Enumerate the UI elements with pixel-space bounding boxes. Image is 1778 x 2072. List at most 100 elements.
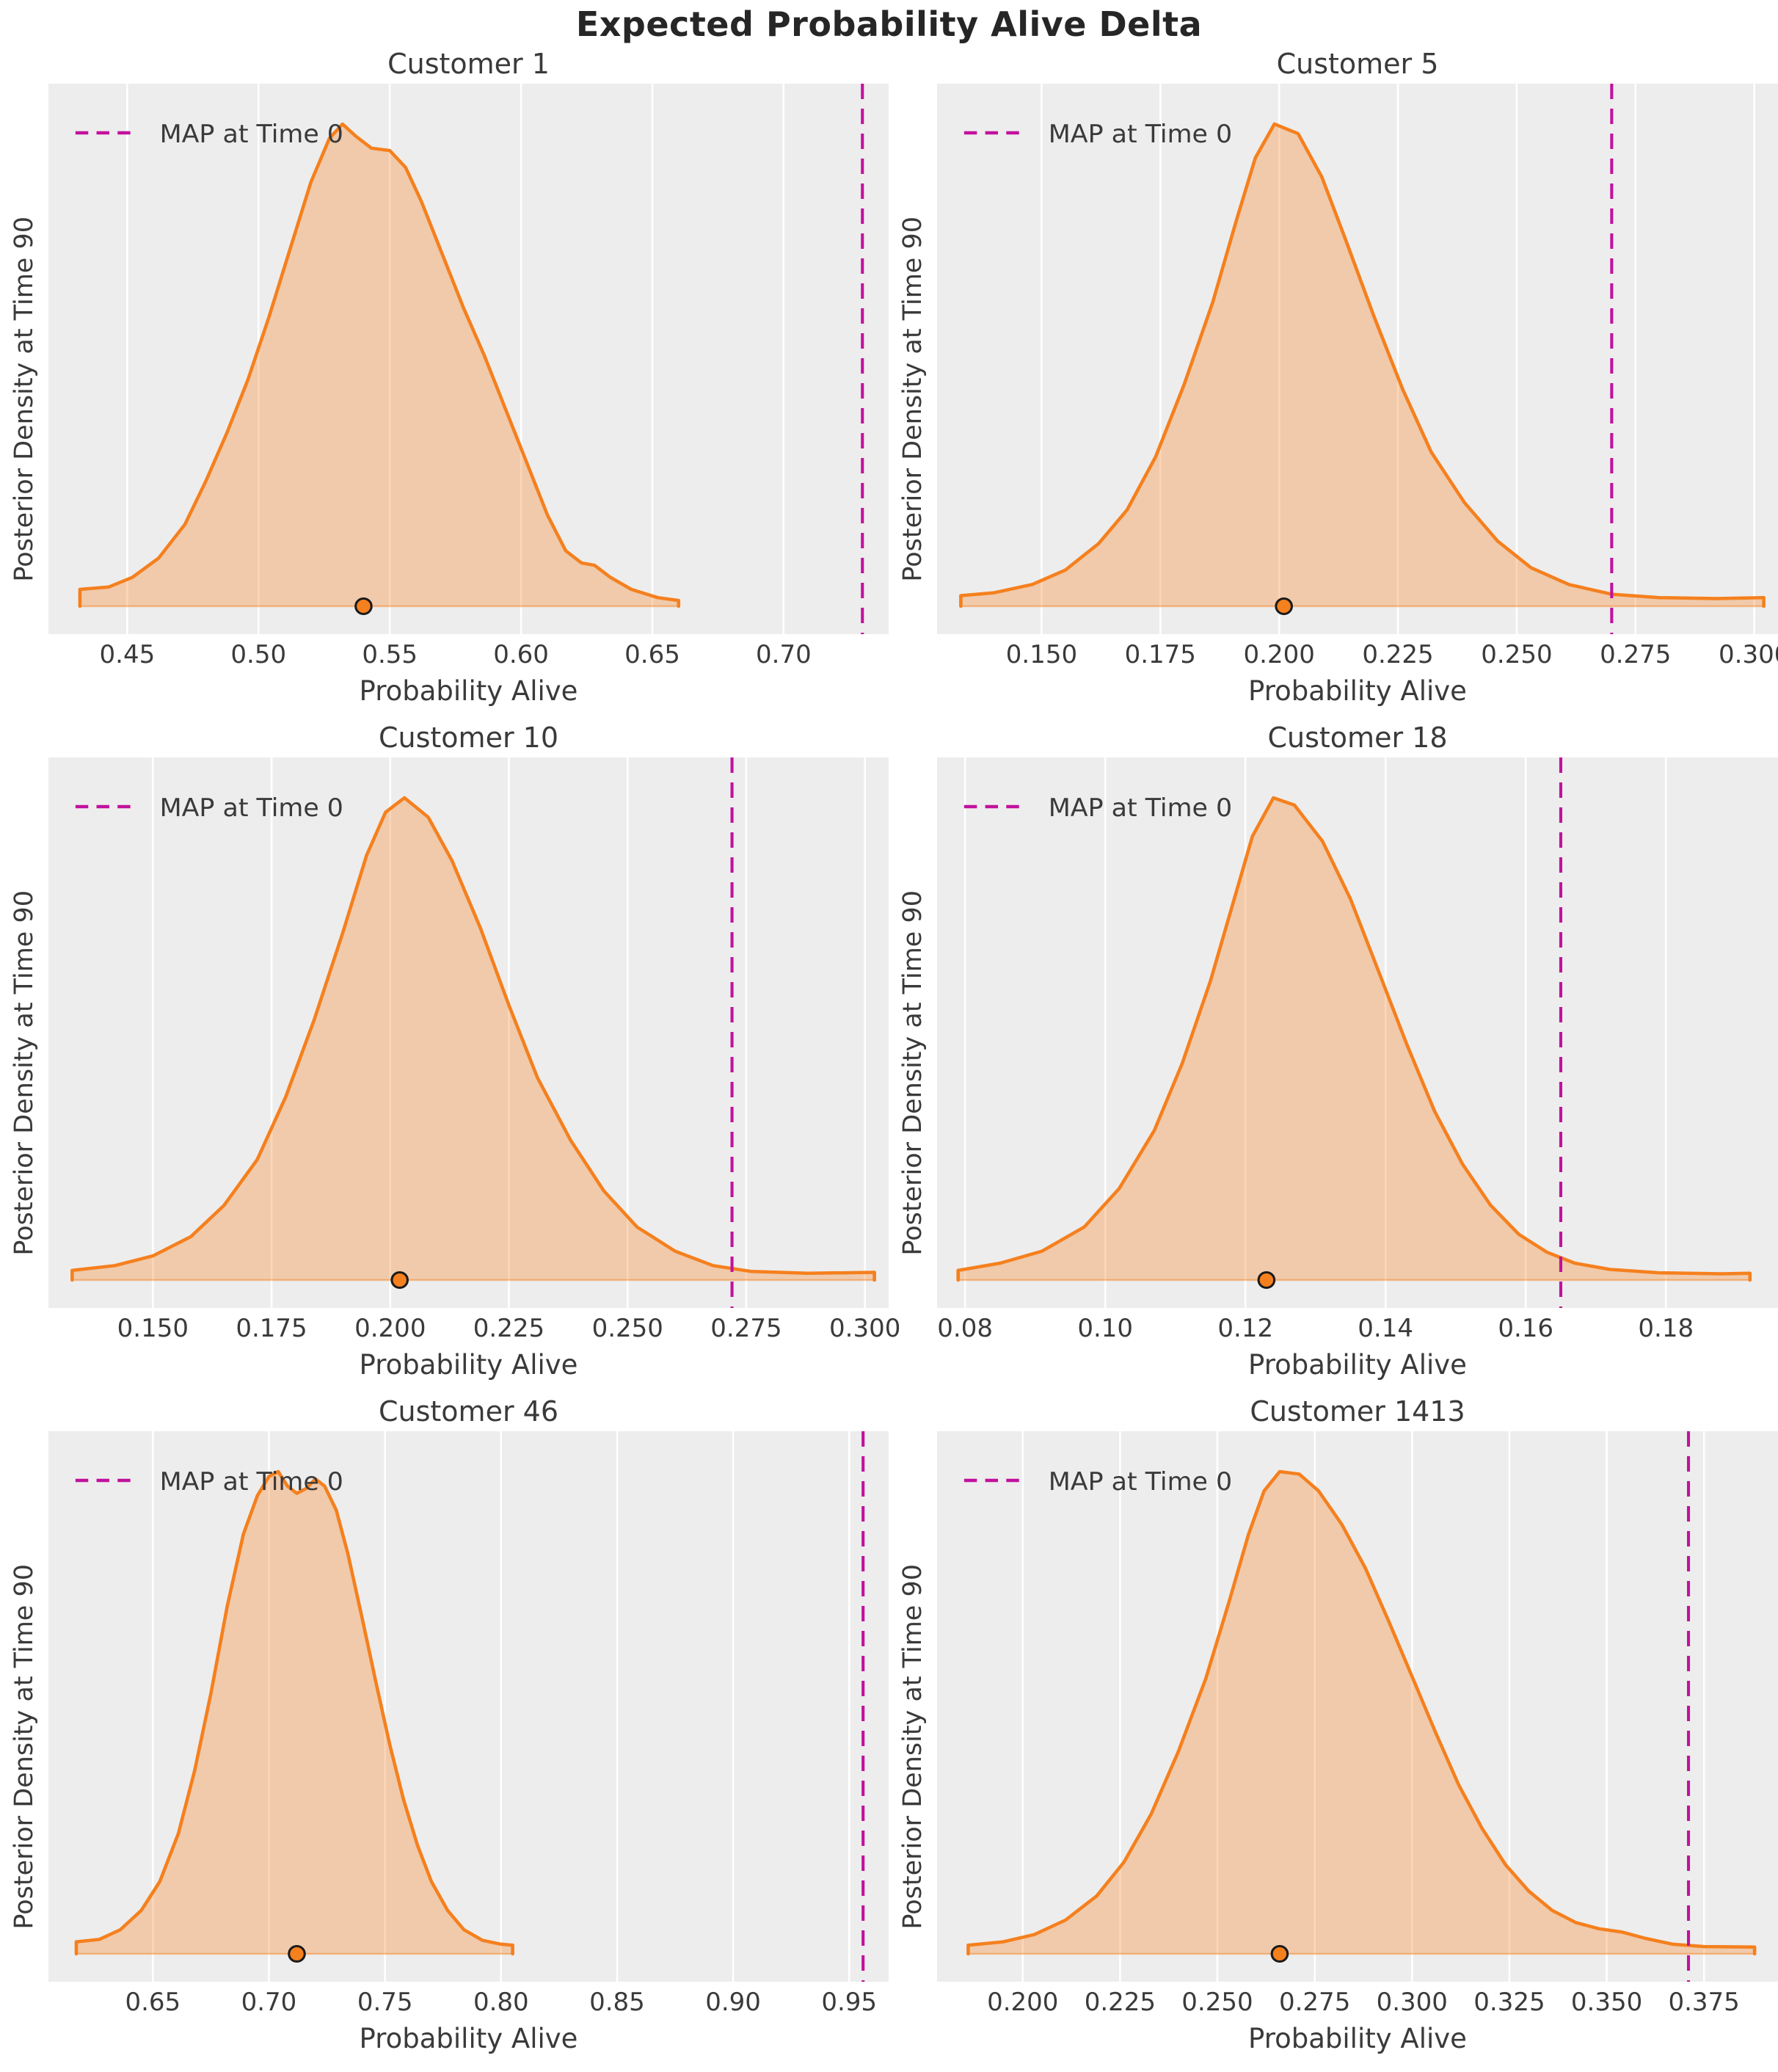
subplot-title: Customer 18 (1267, 721, 1448, 754)
x-axis-ticks: 0.150 0.175 0.200 0.225 0.250 0.275 0.300 (937, 634, 1778, 675)
subplot-customer-18: Customer 18 Posterior Density at Time 90… (889, 718, 1778, 1392)
kde-curve (956, 796, 1752, 1282)
x-tick-label: 0.275 (710, 1314, 782, 1343)
x-tick-label: 0.45 (99, 640, 156, 669)
x-tick-label: 0.325 (1473, 1988, 1545, 2017)
kde-plot: MAP at Time 0 (48, 757, 889, 1308)
y-axis-label: Posterior Density at Time 90 (898, 890, 928, 1256)
subplot-title: Customer 46 (378, 1395, 558, 1428)
x-tick-label: 0.350 (1570, 1988, 1643, 2017)
subplot-title: Customer 10 (378, 721, 558, 754)
kde-fill (958, 798, 1750, 1280)
subplot-grid: Customer 1 Posterior Density at Time 90 … (0, 44, 1778, 2065)
axes-background (937, 1431, 1778, 1982)
x-tick-label: 0.175 (1124, 640, 1196, 669)
x-tick-label: 0.70 (241, 1988, 297, 2017)
y-axis-label: Posterior Density at Time 90 (898, 1564, 928, 1930)
kde-fill (968, 1472, 1755, 1954)
kde-plot: MAP at Time 0 (937, 84, 1778, 634)
x-axis-label: Probability Alive (359, 675, 578, 707)
kde-plot: MAP at Time 0 (937, 1431, 1778, 1982)
x-tick-label: 0.85 (589, 1988, 645, 2017)
x-tick-label: 0.65 (624, 640, 680, 669)
kde-plot: MAP at Time 0 (48, 84, 889, 634)
legend-label: MAP at Time 0 (1049, 120, 1232, 149)
y-axis-label: Posterior Density at Time 90 (10, 1564, 39, 1930)
kde-fill (79, 124, 679, 606)
x-axis-label: Probability Alive (359, 2023, 578, 2054)
axes-background (48, 84, 889, 634)
subplot-customer-5: Customer 5 Posterior Density at Time 90 … (889, 44, 1778, 718)
subplot-customer-1: Customer 1 Posterior Density at Time 90 … (0, 44, 889, 718)
x-tick-label: 0.12 (1217, 1314, 1274, 1343)
kde-curve (959, 122, 1766, 608)
legend-label: MAP at Time 0 (160, 793, 343, 823)
x-tick-label: 0.250 (591, 1314, 663, 1343)
x-tick-label: 0.95 (821, 1988, 878, 2017)
kde-curve (70, 796, 876, 1282)
x-tick-label: 0.225 (1084, 1988, 1156, 2017)
kde-plot: MAP at Time 0 (48, 1431, 889, 1982)
subplot-title: Customer 5 (1276, 48, 1439, 80)
axes-background (937, 84, 1778, 634)
kde-fill (76, 1472, 513, 1954)
x-tick-label: 0.300 (1719, 640, 1778, 669)
subplot-title: Customer 1 (387, 48, 550, 80)
kde-plot: MAP at Time 0 (937, 757, 1778, 1308)
x-axis-ticks: 0.200 0.225 0.250 0.275 0.300 0.325 0.350 0.375 (937, 1982, 1778, 2023)
kde-curve (966, 1469, 1757, 1956)
subplot-customer-1413: Customer 1413 Posterior Density at Time … (889, 1392, 1778, 2065)
x-tick-label: 0.150 (1005, 640, 1078, 669)
x-tick-label: 0.250 (1481, 640, 1553, 669)
x-axis-label: Probability Alive (1248, 675, 1467, 707)
axes-background (48, 757, 889, 1308)
x-tick-label: 0.60 (493, 640, 549, 669)
x-tick-label: 0.10 (1077, 1314, 1134, 1343)
subplot-title: Customer 1413 (1250, 1395, 1465, 1428)
x-tick-label: 0.14 (1358, 1314, 1414, 1343)
y-axis-label: Posterior Density at Time 90 (898, 217, 928, 582)
kde-fill (961, 124, 1764, 606)
x-tick-label: 0.225 (1362, 640, 1434, 669)
x-tick-label: 0.70 (756, 640, 812, 669)
x-tick-label: 0.150 (117, 1314, 189, 1343)
x-tick-label: 0.275 (1278, 1988, 1351, 2017)
subplot-customer-46: Customer 46 Posterior Density at Time 90… (0, 1392, 889, 2065)
x-tick-label: 0.300 (1376, 1988, 1448, 2017)
x-tick-label: 0.375 (1668, 1988, 1740, 2017)
x-tick-label: 0.200 (354, 1314, 426, 1343)
observed-dot (390, 1271, 409, 1289)
subplot-customer-10: Customer 10 Posterior Density at Time 90… (0, 718, 901, 1392)
x-tick-label: 0.250 (1181, 1988, 1253, 2017)
y-axis-label: Posterior Density at Time 90 (10, 217, 39, 582)
x-tick-label: 0.18 (1638, 1314, 1694, 1343)
observed-dot (1257, 1271, 1276, 1289)
x-axis-ticks: 0.65 0.70 0.75 0.80 0.85 0.90 0.95 (48, 1982, 889, 2023)
observed-dot (1270, 1945, 1289, 1963)
figure-title: Expected Probability Alive Delta (575, 4, 1203, 44)
x-axis-label: Probability Alive (1248, 2023, 1467, 2054)
y-axis-label: Posterior Density at Time 90 (10, 890, 39, 1256)
x-tick-label: 0.225 (473, 1314, 545, 1343)
x-tick-label: 0.16 (1498, 1314, 1554, 1343)
x-tick-label: 0.08 (937, 1314, 994, 1343)
axes-background (937, 757, 1778, 1308)
x-axis-ticks: 0.150 0.175 0.200 0.225 0.250 0.275 0.300 (48, 1308, 901, 1349)
x-tick-label: 0.275 (1600, 640, 1672, 669)
kde-curve (74, 1469, 514, 1956)
x-axis-ticks: 0.08 0.10 0.12 0.14 0.16 0.18 (937, 1308, 1778, 1349)
x-tick-label: 0.200 (1243, 640, 1315, 669)
legend-label: MAP at Time 0 (1049, 1467, 1232, 1497)
legend-label: MAP at Time 0 (160, 1467, 343, 1497)
x-tick-label: 0.90 (705, 1988, 761, 2017)
x-axis-label: Probability Alive (359, 1349, 578, 1381)
x-tick-label: 0.50 (230, 640, 287, 669)
kde-curve (78, 122, 681, 608)
x-axis-ticks: 0.45 0.50 0.55 0.60 0.65 0.70 (48, 634, 889, 675)
legend-label: MAP at Time 0 (160, 120, 343, 149)
axes-background (48, 1431, 889, 1982)
x-tick-label: 0.55 (362, 640, 418, 669)
x-tick-label: 0.75 (357, 1988, 413, 2017)
x-tick-label: 0.65 (125, 1988, 181, 2017)
observed-dot (288, 1945, 306, 1963)
